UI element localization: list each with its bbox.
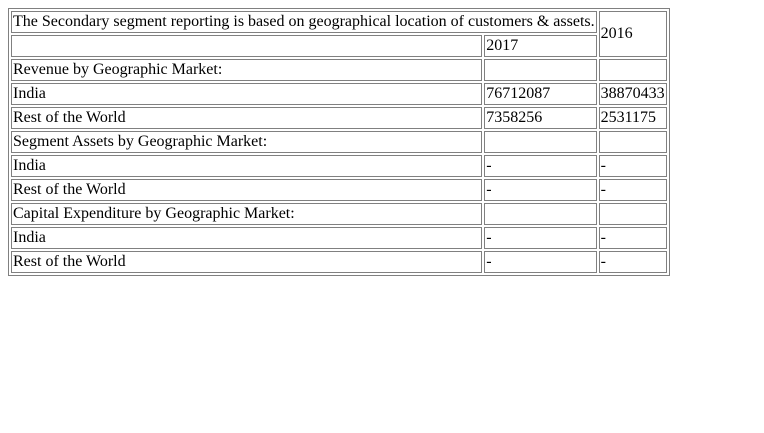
table-row: The Secondary segment reporting is based… bbox=[11, 11, 667, 57]
cell-2016: - bbox=[598, 179, 667, 201]
table-row: Rest of the World - - bbox=[11, 179, 667, 201]
row-label: India bbox=[11, 227, 483, 249]
row-label: Capital Expenditure by Geographic Market… bbox=[11, 203, 483, 225]
cell-2016 bbox=[598, 131, 667, 153]
table-row: India 76712087 38870433 bbox=[11, 83, 667, 105]
cell-2017: - bbox=[484, 251, 597, 273]
row-label: India bbox=[11, 155, 483, 177]
table-row: India - - bbox=[11, 227, 667, 249]
header-2016: 2016 bbox=[598, 11, 667, 57]
cell-2016: - bbox=[598, 251, 667, 273]
cell-2016 bbox=[598, 59, 667, 81]
cell-2016: - bbox=[598, 227, 667, 249]
row-label: Rest of the World bbox=[11, 107, 483, 129]
header-empty-cell bbox=[11, 35, 483, 57]
row-label: Rest of the World bbox=[11, 251, 483, 273]
cell-2017: 76712087 bbox=[484, 83, 597, 105]
cell-2017: - bbox=[484, 155, 597, 177]
cell-2017 bbox=[484, 131, 597, 153]
cell-2016: 38870433 bbox=[598, 83, 667, 105]
cell-2017: - bbox=[484, 227, 597, 249]
table-row: Segment Assets by Geographic Market: bbox=[11, 131, 667, 153]
cell-2016 bbox=[598, 203, 667, 225]
cell-2017 bbox=[484, 59, 597, 81]
cell-2017: 7358256 bbox=[484, 107, 597, 129]
table-title: The Secondary segment reporting is based… bbox=[11, 11, 597, 33]
table-row: Rest of the World - - bbox=[11, 251, 667, 273]
cell-2016: - bbox=[598, 155, 667, 177]
row-label: Segment Assets by Geographic Market: bbox=[11, 131, 483, 153]
row-label: Rest of the World bbox=[11, 179, 483, 201]
segment-reporting-table: The Secondary segment reporting is based… bbox=[8, 8, 670, 276]
row-label: India bbox=[11, 83, 483, 105]
header-2017: 2017 bbox=[484, 35, 597, 57]
cell-2017 bbox=[484, 203, 597, 225]
table-row: Rest of the World 7358256 2531175 bbox=[11, 107, 667, 129]
cell-2017: - bbox=[484, 179, 597, 201]
cell-2016: 2531175 bbox=[598, 107, 667, 129]
row-label: Revenue by Geographic Market: bbox=[11, 59, 483, 81]
table-row: Capital Expenditure by Geographic Market… bbox=[11, 203, 667, 225]
table-row: Revenue by Geographic Market: bbox=[11, 59, 667, 81]
table-row: 2017 bbox=[11, 35, 667, 57]
table-row: India - - bbox=[11, 155, 667, 177]
